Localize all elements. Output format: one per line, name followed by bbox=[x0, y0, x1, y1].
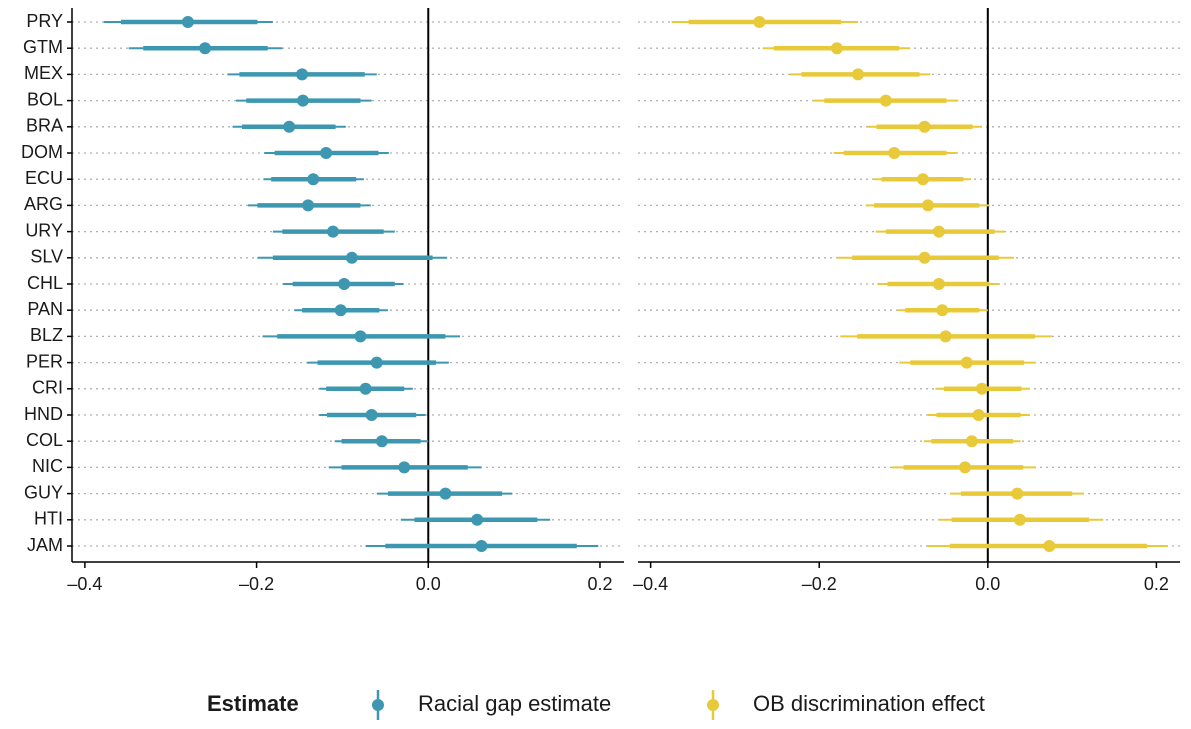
point bbox=[852, 68, 865, 81]
point bbox=[921, 199, 934, 212]
y-tick-label: URY bbox=[25, 220, 63, 240]
x-tick-label: 0.2 bbox=[587, 574, 612, 594]
y-tick-label: CHL bbox=[27, 273, 63, 293]
point bbox=[375, 435, 388, 448]
point bbox=[296, 68, 309, 81]
x-tick-label: –0.2 bbox=[239, 574, 274, 594]
x-tick-label: –0.2 bbox=[802, 574, 837, 594]
point bbox=[960, 356, 973, 369]
x-tick-label: 0.0 bbox=[416, 574, 441, 594]
y-tick-label: CRI bbox=[32, 378, 63, 398]
point bbox=[918, 251, 931, 264]
legend-label: OB discrimination effect bbox=[753, 691, 985, 716]
point bbox=[439, 487, 452, 500]
point bbox=[975, 382, 988, 395]
point bbox=[1043, 540, 1056, 552]
point bbox=[1013, 513, 1026, 526]
y-tick-label: NIC bbox=[32, 456, 63, 476]
point bbox=[932, 278, 945, 290]
y-tick-label: HTI bbox=[34, 509, 63, 529]
point bbox=[307, 173, 320, 186]
x-tick-label: 0.2 bbox=[1144, 574, 1169, 594]
point bbox=[359, 382, 372, 395]
point bbox=[199, 42, 212, 55]
point bbox=[354, 330, 367, 343]
point bbox=[879, 94, 892, 107]
legend-title: Estimate bbox=[207, 691, 299, 716]
y-tick-label: DOM bbox=[21, 142, 63, 162]
point bbox=[753, 16, 766, 28]
point bbox=[888, 147, 901, 159]
point bbox=[370, 356, 383, 369]
point bbox=[965, 435, 978, 448]
y-tick-label: BOL bbox=[27, 89, 63, 109]
y-tick-label: PER bbox=[26, 351, 63, 371]
point bbox=[918, 120, 931, 133]
point bbox=[830, 42, 843, 55]
point bbox=[302, 199, 315, 212]
point bbox=[916, 173, 929, 186]
point bbox=[326, 225, 339, 238]
x-tick-label: 0.0 bbox=[975, 574, 1000, 594]
y-tick-label: BLZ bbox=[30, 325, 63, 345]
point bbox=[972, 409, 985, 421]
point bbox=[334, 304, 347, 317]
y-tick-label: GTM bbox=[23, 37, 63, 57]
y-tick-label: PAN bbox=[27, 299, 63, 319]
y-tick-label: MEX bbox=[24, 63, 63, 83]
y-tick-label: ECU bbox=[25, 168, 63, 188]
point bbox=[338, 278, 351, 290]
point bbox=[939, 330, 952, 343]
point bbox=[932, 225, 945, 238]
point bbox=[398, 461, 411, 474]
point bbox=[345, 251, 358, 264]
point bbox=[320, 147, 333, 159]
y-tick-label: COL bbox=[26, 430, 63, 450]
y-tick-label: GUY bbox=[24, 482, 63, 502]
point bbox=[283, 120, 296, 133]
y-tick-label: ARG bbox=[24, 194, 63, 214]
y-tick-label: BRA bbox=[26, 116, 63, 136]
legend-key bbox=[372, 699, 384, 711]
y-tick-label: SLV bbox=[30, 247, 63, 267]
point bbox=[1011, 487, 1024, 500]
point bbox=[475, 540, 488, 552]
point bbox=[296, 94, 309, 107]
x-tick-label: –0.4 bbox=[67, 574, 102, 594]
y-tick-label: JAM bbox=[27, 535, 63, 555]
point bbox=[959, 461, 972, 474]
point bbox=[365, 409, 378, 421]
point bbox=[181, 16, 194, 28]
point bbox=[471, 513, 484, 526]
x-tick-label: –0.4 bbox=[633, 574, 668, 594]
point bbox=[936, 304, 949, 317]
legend-key bbox=[707, 699, 719, 711]
y-tick-label: PRY bbox=[26, 11, 63, 31]
y-tick-label: HND bbox=[24, 404, 63, 424]
legend-label: Racial gap estimate bbox=[418, 691, 611, 716]
